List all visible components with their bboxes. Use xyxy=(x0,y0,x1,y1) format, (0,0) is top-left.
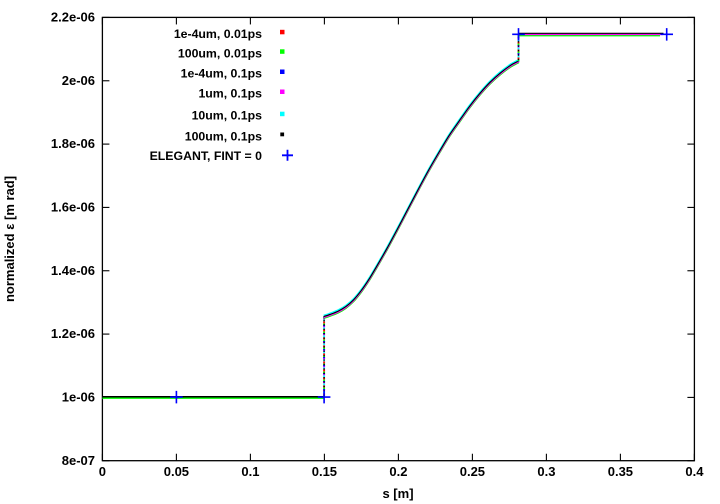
svg-text:0: 0 xyxy=(99,464,106,479)
svg-text:0.35: 0.35 xyxy=(608,464,633,479)
svg-text:1.6e-06: 1.6e-06 xyxy=(51,200,95,215)
svg-text:normalized ε [m rad]: normalized ε [m rad] xyxy=(2,176,17,302)
svg-text:0.2: 0.2 xyxy=(389,464,407,479)
svg-text:s [m]: s [m] xyxy=(382,486,413,501)
svg-text:100um, 0.01ps: 100um, 0.01ps xyxy=(178,46,262,60)
svg-text:2e-06: 2e-06 xyxy=(62,73,95,88)
svg-text:0.1: 0.1 xyxy=(241,464,259,479)
svg-text:1.2e-06: 1.2e-06 xyxy=(51,326,95,341)
svg-text:1e-4um, 0.01ps: 1e-4um, 0.01ps xyxy=(174,27,262,41)
svg-text:1um, 0.1ps: 1um, 0.1ps xyxy=(198,87,262,101)
svg-text:1e-06: 1e-06 xyxy=(62,390,95,405)
svg-text:1.4e-06: 1.4e-06 xyxy=(51,263,95,278)
svg-text:8e-07: 8e-07 xyxy=(62,453,95,468)
svg-text:2.2e-06: 2.2e-06 xyxy=(51,10,95,25)
svg-text:0.3: 0.3 xyxy=(537,464,555,479)
svg-text:0.25: 0.25 xyxy=(460,464,485,479)
svg-text:0.15: 0.15 xyxy=(312,464,337,479)
svg-text:1e-4um, 0.1ps: 1e-4um, 0.1ps xyxy=(181,67,262,81)
svg-text:0.4: 0.4 xyxy=(685,464,704,479)
svg-text:0.05: 0.05 xyxy=(164,464,189,479)
svg-text:1.8e-06: 1.8e-06 xyxy=(51,136,95,151)
svg-text:10um, 0.1ps: 10um, 0.1ps xyxy=(192,109,263,123)
svg-text:ELEGANT, FINT = 0: ELEGANT, FINT = 0 xyxy=(150,149,263,163)
svg-text:100um, 0.1ps: 100um, 0.1ps xyxy=(185,130,262,144)
